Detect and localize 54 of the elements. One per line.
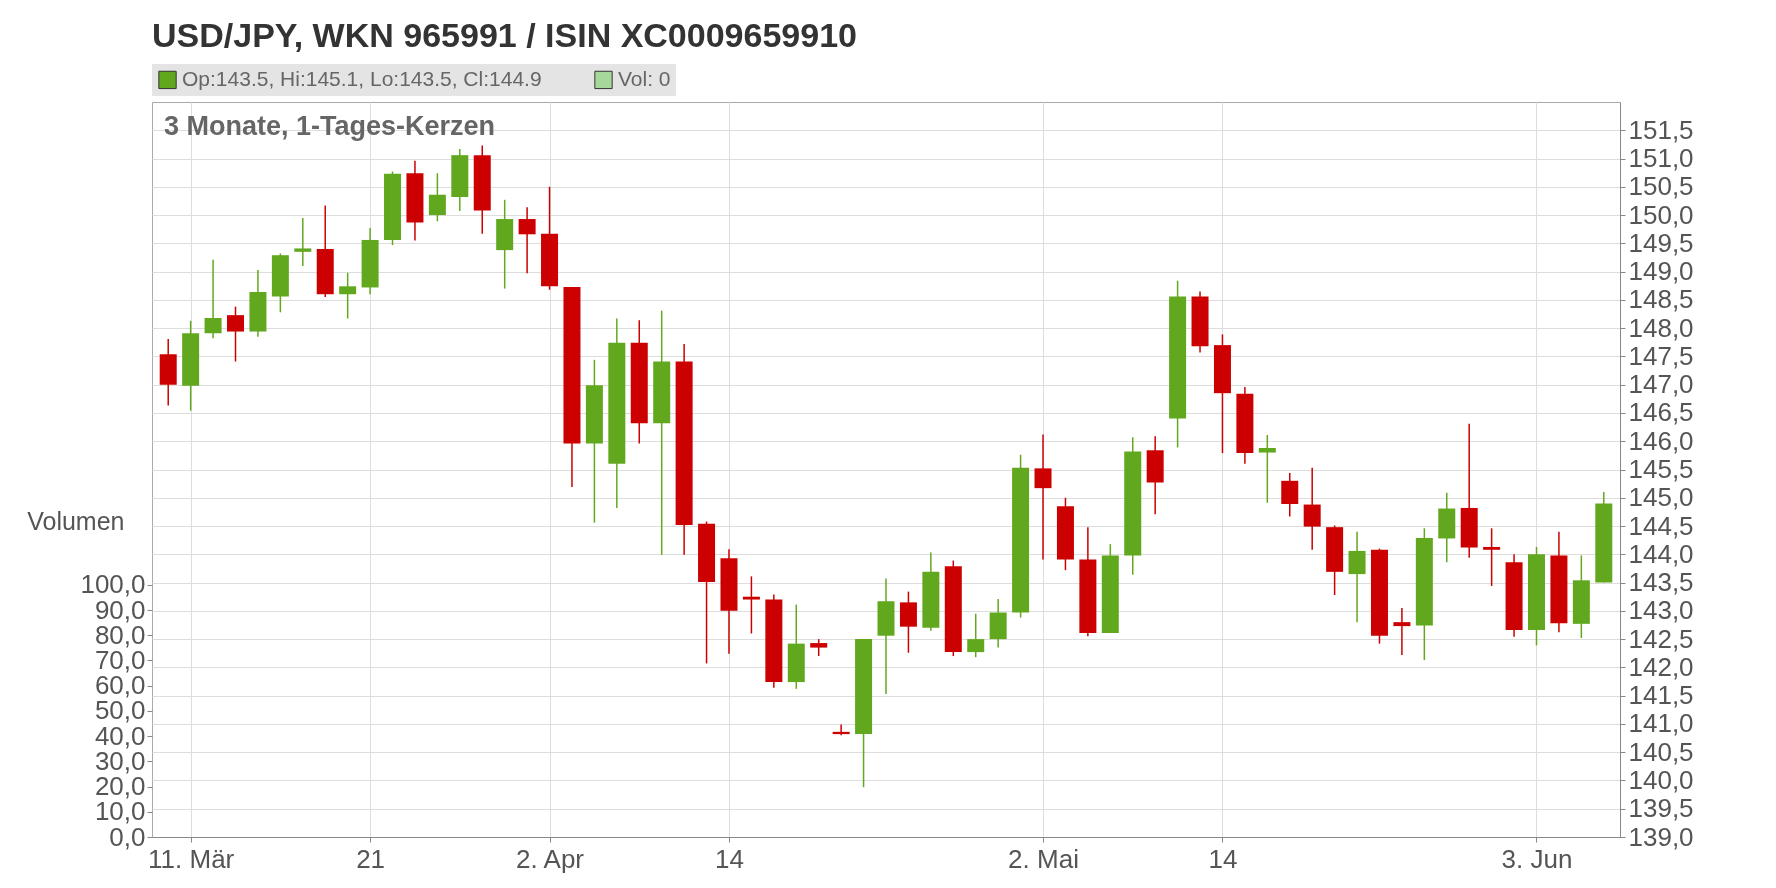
- y2-tick-label: 100,0: [80, 569, 146, 600]
- y-tick-label: 141,0: [1628, 708, 1694, 739]
- y-tick-label: 145,0: [1628, 482, 1694, 513]
- y-tick-label: 146,5: [1628, 397, 1694, 428]
- candlestick: [1348, 530, 1366, 623]
- y-tick-label: 145,5: [1628, 454, 1694, 484]
- y-tick-label: 142,0: [1628, 651, 1694, 682]
- x-tick-label: 2. Apr: [516, 843, 585, 874]
- x-tick-label: 21: [356, 843, 386, 874]
- y-tick-label: 149,0: [1628, 256, 1694, 287]
- y-tick-label: 141,5: [1628, 680, 1694, 711]
- x-tick-label: 2. Mai: [1008, 843, 1079, 874]
- y-tick-label: 140,5: [1628, 736, 1694, 767]
- y-tick-label: 139,5: [1628, 793, 1694, 824]
- y-tick-label: 148,5: [1628, 284, 1694, 315]
- chart-subtitle: 3 Monate, 1-Tages-Kerzen: [164, 111, 496, 141]
- y-tick-label: 143,5: [1628, 567, 1694, 598]
- candlestick: [1483, 527, 1501, 587]
- y-tick-label: 139,0: [1628, 821, 1694, 852]
- y-tick-label: 146,0: [1628, 425, 1694, 456]
- candlestick: [1303, 467, 1321, 551]
- y-tick-label: 143,0: [1628, 595, 1694, 626]
- y-tick-label: 144,5: [1628, 510, 1694, 541]
- x-tick-label: 3. Jun: [1501, 843, 1573, 874]
- candlestick: [339, 272, 357, 320]
- candlestick: [294, 217, 312, 267]
- candlestick: [518, 206, 536, 275]
- y-tick-label: 150,5: [1628, 171, 1694, 202]
- legend-label: Vol: 0: [618, 66, 671, 90]
- chart-title: USD/JPY, WKN 965991 / ISIN XC0009659910: [152, 16, 857, 54]
- x-tick-label: 14: [715, 843, 744, 874]
- y-tick-label: 140,0: [1628, 764, 1694, 795]
- candlestick: [967, 612, 985, 658]
- y-tick-label: 147,0: [1628, 369, 1694, 400]
- legend-label: Op:143.5, Hi:145.1, Lo:143.5, Cl:144.9: [182, 66, 542, 90]
- y-tick-label: 148,0: [1628, 312, 1694, 343]
- candlestick: [1281, 472, 1299, 518]
- candlestick: [428, 172, 446, 223]
- candlestick: [1034, 433, 1052, 561]
- y-tick-label: 147,5: [1628, 340, 1694, 371]
- candlestick: [1258, 434, 1276, 504]
- x-tick-label: 14: [1208, 843, 1238, 874]
- y-tick-label: 151,5: [1628, 114, 1694, 145]
- y-tick-label: 150,0: [1628, 199, 1694, 230]
- candlestick: [204, 258, 222, 340]
- y-tick-label: 149,5: [1628, 227, 1694, 258]
- candlestick: [742, 575, 760, 635]
- candlestick: [1393, 607, 1411, 656]
- y-tick-label: 144,0: [1628, 538, 1694, 569]
- x-tick-label: 11. Mär: [148, 843, 235, 874]
- y-tick-label: 142,5: [1628, 623, 1694, 654]
- candlestick: [227, 305, 245, 363]
- y-tick-label: 151,0: [1628, 143, 1694, 174]
- y2-axis-title: Volumen: [27, 506, 125, 535]
